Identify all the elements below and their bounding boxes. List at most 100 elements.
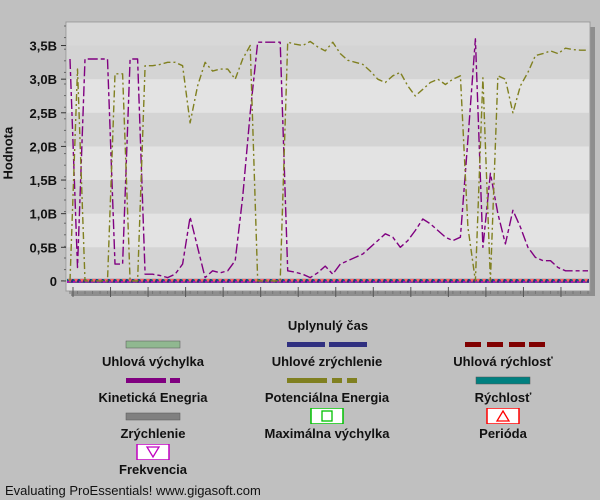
flat-series-marker: [176, 278, 180, 283]
flat-series-marker: [128, 278, 132, 283]
legend-dash-symbol: [126, 378, 166, 383]
flat-series-marker: [104, 278, 108, 283]
flat-series-marker: [80, 278, 84, 283]
flat-series-marker: [584, 278, 588, 283]
legend-dash-symbol: [487, 342, 503, 347]
legend-label: Uhlová výchylka: [102, 354, 204, 369]
legend-symbol: [486, 408, 520, 424]
flat-series-marker: [278, 278, 282, 283]
legend-bar-symbol: [125, 340, 181, 349]
flat-series-marker: [266, 278, 270, 283]
flat-series-marker: [206, 278, 210, 283]
legend-label: Uhlové zrýchlenie: [271, 354, 383, 369]
y-tick-label: 0,5B: [30, 240, 57, 255]
flat-series-marker: [314, 278, 318, 283]
legend-triangle-up-marker: [495, 409, 511, 422]
flat-series-marker: [428, 278, 432, 283]
legend-label: Rýchlosť: [474, 390, 532, 405]
legend-symbol: [465, 342, 545, 347]
flat-series-marker: [350, 278, 354, 283]
legend-dash-symbol: [332, 378, 342, 383]
flat-series-marker: [308, 278, 312, 283]
flat-series-marker: [422, 278, 426, 283]
y-tick-label: 3,0B: [30, 72, 57, 87]
legend-item-rychlost: Rýchlosť: [408, 372, 598, 408]
flat-series-marker: [92, 278, 96, 283]
flat-series-marker: [410, 278, 414, 283]
flat-series-marker: [164, 278, 168, 283]
legend-dash-symbol: [465, 342, 481, 347]
legend-symbol: [475, 376, 531, 385]
flat-series-marker: [284, 278, 288, 283]
flat-series-marker: [446, 278, 450, 283]
legend-box: [136, 444, 170, 460]
legend-label: Potenciálna Energia: [264, 390, 390, 405]
flat-series-marker: [110, 278, 114, 283]
grid-band: [67, 247, 589, 281]
flat-series-marker: [500, 278, 504, 283]
legend-symbol: [310, 408, 344, 424]
flat-series-marker: [224, 278, 228, 283]
flat-series-marker: [512, 278, 516, 283]
flat-series-marker: [368, 278, 372, 283]
flat-series-marker: [458, 278, 462, 283]
flat-series-marker: [332, 278, 336, 283]
legend-symbol: [125, 412, 181, 421]
legend-symbol: [136, 444, 170, 460]
legend-bar-symbol: [125, 412, 181, 421]
y-tick-label: 1,5B: [30, 173, 57, 188]
flat-series-marker: [242, 278, 246, 283]
grid-band: [67, 45, 589, 80]
flat-series-marker: [578, 278, 582, 283]
flat-series-marker: [374, 278, 378, 283]
flat-series-marker: [548, 278, 552, 283]
legend-dash-symbol: [170, 378, 180, 383]
flat-series-marker: [536, 278, 540, 283]
legend-item-kineticka-energia: Kinetická Enegria: [58, 372, 248, 408]
legend-symbol: [126, 378, 180, 383]
y-tick-label: 2,5B: [30, 106, 57, 121]
flat-series-marker: [140, 278, 144, 283]
series-line-potenciálna-energia: [69, 40, 588, 282]
flat-series-marker: [542, 278, 546, 283]
flat-series-marker: [116, 278, 120, 283]
flat-series-marker: [218, 278, 222, 283]
flat-series-marker: [386, 278, 390, 283]
flat-series-marker: [182, 278, 186, 283]
flat-series-marker: [494, 278, 498, 283]
legend-dash-symbol: [329, 342, 367, 347]
flat-series-marker: [344, 278, 348, 283]
legend-label: Uhlová rýchlosť: [453, 354, 553, 369]
flat-series-marker: [362, 278, 366, 283]
legend-dash-symbol: [347, 378, 357, 383]
flat-series-marker: [194, 278, 198, 283]
flat-series-marker: [530, 278, 534, 283]
flat-series-marker: [248, 278, 252, 283]
legend-item-potencialna-energia: Potenciálna Energia: [232, 372, 422, 408]
legend-box: [310, 408, 344, 424]
legend-symbol: [125, 340, 181, 349]
flat-series-marker: [380, 278, 384, 283]
flat-series-marker: [452, 278, 456, 283]
flat-series-marker: [560, 278, 564, 283]
footer-text: Evaluating ProEssentials! www.gigasoft.c…: [5, 483, 261, 498]
flat-series-marker: [152, 278, 156, 283]
flat-series-marker: [146, 278, 150, 283]
grid-band: [67, 112, 589, 147]
legend-square-marker: [321, 410, 333, 422]
flat-series-marker: [158, 278, 162, 283]
legend-dash-symbol: [287, 378, 327, 383]
flat-series-marker: [554, 278, 558, 283]
flat-series-marker: [398, 278, 402, 283]
flat-series-marker: [74, 278, 78, 283]
legend-item-zrychlenie: Zrýchlenie: [58, 408, 248, 444]
legend-label: Zrýchlenie: [120, 426, 186, 441]
flat-series-marker: [230, 278, 234, 283]
legend-bar-symbol: [475, 376, 531, 385]
legend-symbol: [287, 378, 357, 383]
flat-series-marker: [524, 278, 528, 283]
flat-series-marker: [464, 278, 468, 283]
flat-series-marker: [188, 278, 192, 283]
legend-symbol: [287, 342, 367, 347]
flat-series-marker: [302, 278, 306, 283]
